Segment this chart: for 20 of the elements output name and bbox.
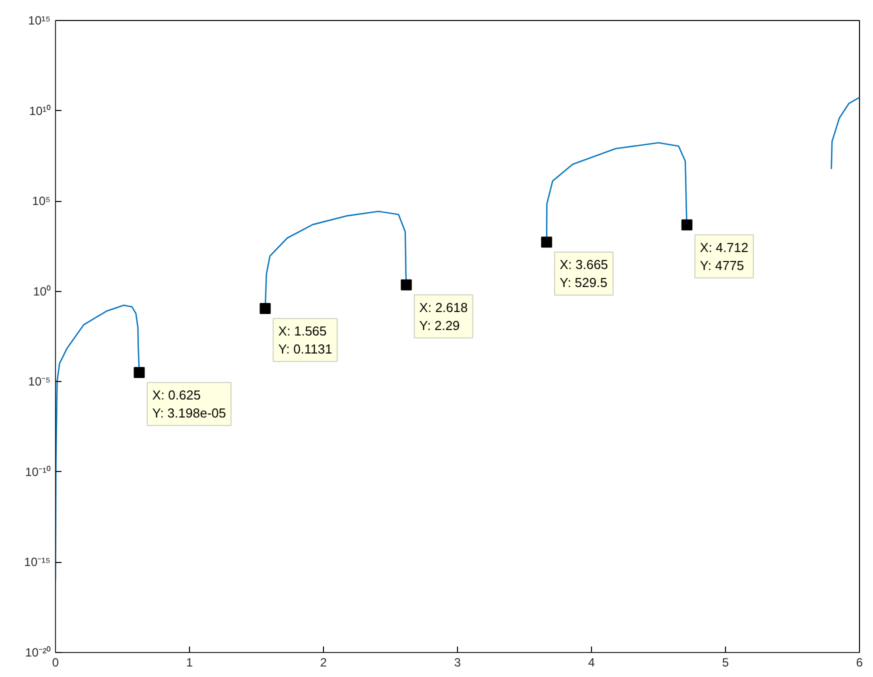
y-tick-label: 10⁵ bbox=[32, 194, 51, 208]
annotation: X: 2.618 Y: 2.29 bbox=[419, 300, 468, 333]
y-tick-label: 10⁻²⁰ bbox=[25, 646, 50, 660]
x-tick-label: 4 bbox=[588, 656, 596, 670]
x-tick-label: 3 bbox=[454, 656, 462, 670]
annotation: X: 1.565 Y: 0.1131 bbox=[278, 323, 332, 356]
annotation: X: 0.625 Y: 3.198e-05 bbox=[152, 388, 226, 421]
y-tick-label: 10⁻¹⁵ bbox=[24, 555, 51, 570]
y-tick-label: 10¹⁵ bbox=[28, 14, 51, 28]
x-tick-label: 1 bbox=[186, 656, 194, 670]
x-tick-label: 5 bbox=[722, 656, 730, 670]
y-tick-label: 10¹⁰ bbox=[29, 104, 50, 118]
x-tick-label: 0 bbox=[52, 656, 60, 670]
y-tick-label: 10⁻¹⁰ bbox=[25, 464, 50, 479]
y-tick-label: 10⁻⁵ bbox=[28, 374, 51, 389]
x-tick-label: 6 bbox=[856, 656, 864, 670]
y-tick-label: 10⁰ bbox=[33, 284, 51, 298]
annotation: X: 4.712 Y: 4775 bbox=[700, 240, 748, 273]
x-tick-label: 2 bbox=[320, 656, 328, 670]
annotation: X: 3.665 Y: 529.5 bbox=[560, 257, 608, 290]
